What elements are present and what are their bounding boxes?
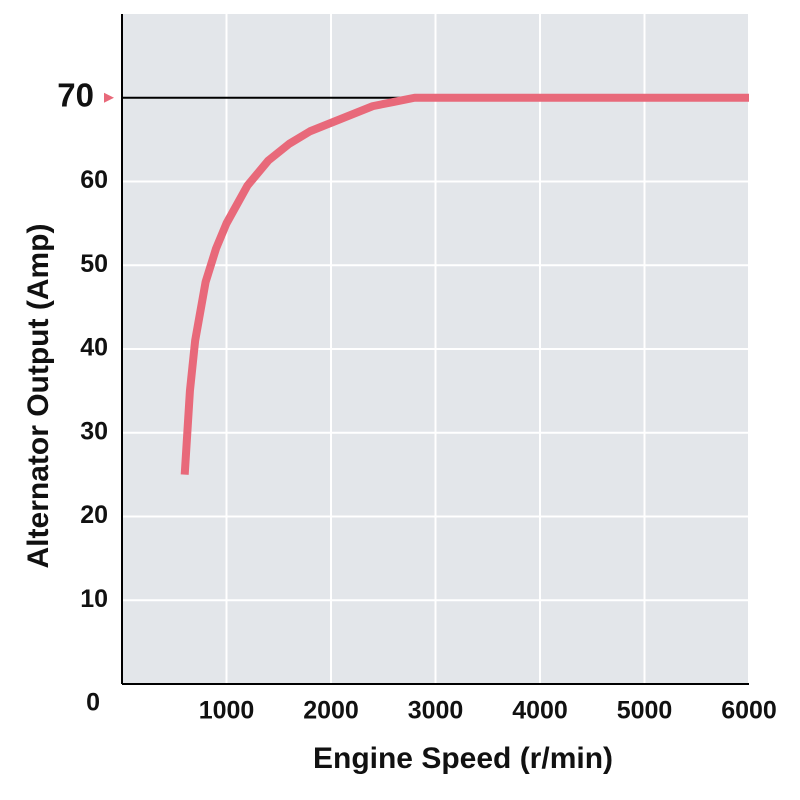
x-tick-label: 5000 <box>617 697 673 725</box>
y-tick-label: 60 <box>80 166 108 194</box>
y-tick-label: 10 <box>80 585 108 613</box>
x-tick-label: 4000 <box>512 697 568 725</box>
y-tick-label: 50 <box>80 250 108 278</box>
x-tick-label: 6000 <box>721 697 777 725</box>
y-tick-label: 0 <box>86 689 100 717</box>
x-axis-label: Engine Speed (r/min) <box>313 742 613 775</box>
y-tick-label: 40 <box>80 334 108 362</box>
y-axis-label: Alternator Output (Amp) <box>22 224 55 569</box>
x-tick-label: 2000 <box>303 697 359 725</box>
line-series <box>180 93 749 475</box>
y-tick-label: 30 <box>80 417 108 445</box>
reference-label: 70 <box>57 76 94 113</box>
x-tick-label: 1000 <box>199 697 255 725</box>
y-tick-label: 20 <box>80 501 108 529</box>
x-tick-label: 3000 <box>408 697 464 725</box>
reference-arrow <box>104 92 114 103</box>
